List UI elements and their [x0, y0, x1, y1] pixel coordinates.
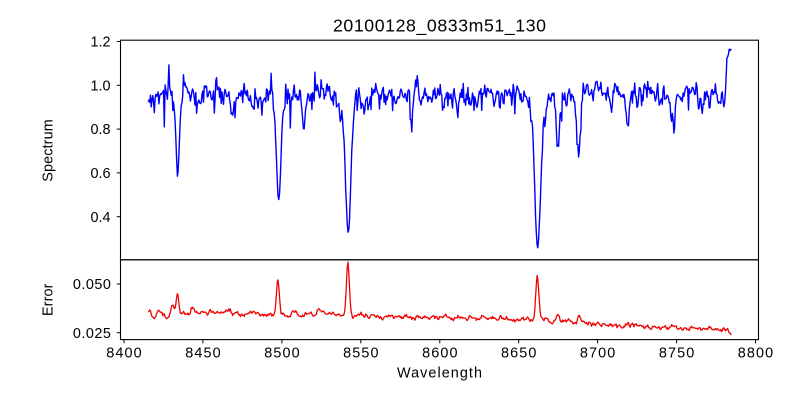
svg-text:8750: 8750: [659, 346, 694, 362]
svg-text:0.8: 0.8: [90, 122, 110, 138]
svg-text:1.0: 1.0: [90, 78, 110, 94]
svg-text:8400: 8400: [106, 346, 141, 362]
svg-text:0.4: 0.4: [90, 210, 110, 226]
svg-text:0.025: 0.025: [73, 326, 111, 342]
svg-text:8600: 8600: [422, 346, 457, 362]
svg-text:Error: Error: [40, 283, 56, 316]
svg-text:8700: 8700: [580, 346, 615, 362]
svg-text:20100128_0833m51_130: 20100128_0833m51_130: [333, 16, 546, 37]
svg-text:8450: 8450: [185, 346, 220, 362]
svg-text:Spectrum: Spectrum: [40, 119, 56, 182]
svg-text:1.2: 1.2: [90, 35, 110, 51]
svg-text:8550: 8550: [343, 346, 378, 362]
svg-text:8800: 8800: [738, 346, 773, 362]
svg-text:0.050: 0.050: [73, 277, 111, 293]
svg-text:8650: 8650: [501, 346, 536, 362]
svg-text:Wavelength: Wavelength: [397, 366, 482, 382]
svg-text:8500: 8500: [264, 346, 299, 362]
svg-text:0.6: 0.6: [90, 166, 110, 182]
